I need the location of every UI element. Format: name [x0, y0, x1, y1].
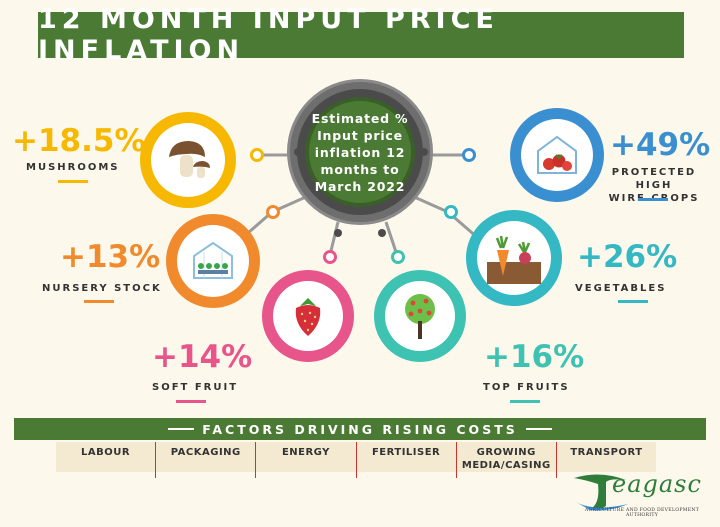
factor-packaging: PACKAGING [156, 442, 257, 478]
greenhouse-tomato-icon [537, 135, 577, 174]
nursery-stock-icon-circle [177, 225, 249, 297]
hub-bolt [294, 148, 302, 156]
protected-crops-icon-circle [521, 119, 593, 191]
hub-text: Estimated % Input price inflation 12 mon… [311, 110, 409, 194]
soft-fruit-ring [262, 270, 354, 362]
soft-fruit-value: +14% [152, 339, 253, 375]
vegetables-label: VEGETABLES [575, 283, 667, 294]
nursery-stock-connector-dot [266, 205, 280, 219]
protected-crops-label: PROTECTED HIGH WIRE CROPS [608, 167, 700, 204]
mushrooms-connector-dot [250, 148, 264, 162]
top-fruits-icon-circle [385, 281, 455, 351]
top-fruits-connector-dot [391, 250, 405, 264]
factor-transport: TRANSPORT [570, 447, 643, 458]
protected-crops-value: +49% [610, 127, 711, 163]
teagasc-logo: eagasc AGRICULTURE AND FOOD DEVELOPMENT … [568, 470, 716, 520]
mushrooms-underline [58, 180, 88, 183]
title-banner: 12 MONTH INPUT PRICE INFLATION [38, 4, 684, 66]
soft-fruit-connector-dot [323, 250, 337, 264]
protected-crops-connector-dot [462, 148, 476, 162]
factor-growing-media: GROWING MEDIA/CASING [457, 442, 557, 478]
page-title: 12 MONTH INPUT PRICE INFLATION [38, 4, 499, 66]
factor-fertiliser: FERTILISER [357, 442, 457, 478]
apple-tree-icon [405, 294, 435, 339]
top-fruits-label: TOP FRUITS [483, 382, 570, 393]
hub-bolt [334, 229, 342, 237]
soft-fruit-label: SOFT FRUIT [152, 382, 239, 393]
factors-rule-left [168, 428, 195, 430]
vegetables-ring [466, 210, 562, 306]
carrot-radish-icon [487, 235, 541, 284]
mushrooms-label: MUSHROOMS [26, 162, 120, 173]
greenhouse-seedling-icon [193, 241, 233, 279]
factors-rule-right [525, 428, 552, 430]
vegetables-underline [618, 300, 648, 303]
top-fruits-value: +16% [484, 339, 585, 375]
vegetables-value: +26% [577, 239, 678, 275]
top-fruits-ring [374, 270, 466, 362]
protected-crops-underline [638, 198, 668, 201]
logo-tagline: AGRICULTURE AND FOOD DEVELOPMENT AUTHORI… [584, 508, 700, 518]
nursery-stock-label: NURSERY STOCK [42, 283, 162, 294]
hub-bolt [378, 229, 386, 237]
vegetables-connector-dot [444, 205, 458, 219]
mushrooms-ring [140, 112, 236, 208]
nursery-stock-ring [166, 214, 260, 308]
factors-list: LABOUR PACKAGING ENERGY FERTILISER GROWI… [56, 442, 656, 478]
factor-labour: LABOUR [56, 442, 157, 478]
strawberry-icon [295, 298, 321, 336]
nursery-stock-value: +13% [60, 239, 161, 275]
nursery-stock-underline [84, 300, 114, 303]
protected-crops-ring [510, 108, 604, 202]
vegetables-icon-circle [477, 221, 551, 295]
factors-banner: FACTORS DRIVING RISING COSTS [14, 418, 706, 440]
top-fruits-underline [510, 400, 540, 403]
logo-wordmark: eagasc [612, 470, 702, 498]
hub-bolt [420, 148, 428, 156]
central-hub: Estimated % Input price inflation 12 mon… [290, 82, 430, 222]
factors-title: FACTORS DRIVING RISING COSTS [202, 421, 518, 437]
mushroom-icon [169, 141, 210, 178]
factor-energy: ENERGY [256, 442, 357, 478]
mushrooms-value: +18.5% [12, 123, 146, 159]
mushrooms-icon-circle [151, 123, 225, 197]
soft-fruit-underline [176, 400, 206, 403]
soft-fruit-icon-circle [273, 281, 343, 351]
teagasc-logo-mark [574, 474, 628, 511]
hub-label-circle: Estimated % Input price inflation 12 mon… [305, 97, 415, 207]
